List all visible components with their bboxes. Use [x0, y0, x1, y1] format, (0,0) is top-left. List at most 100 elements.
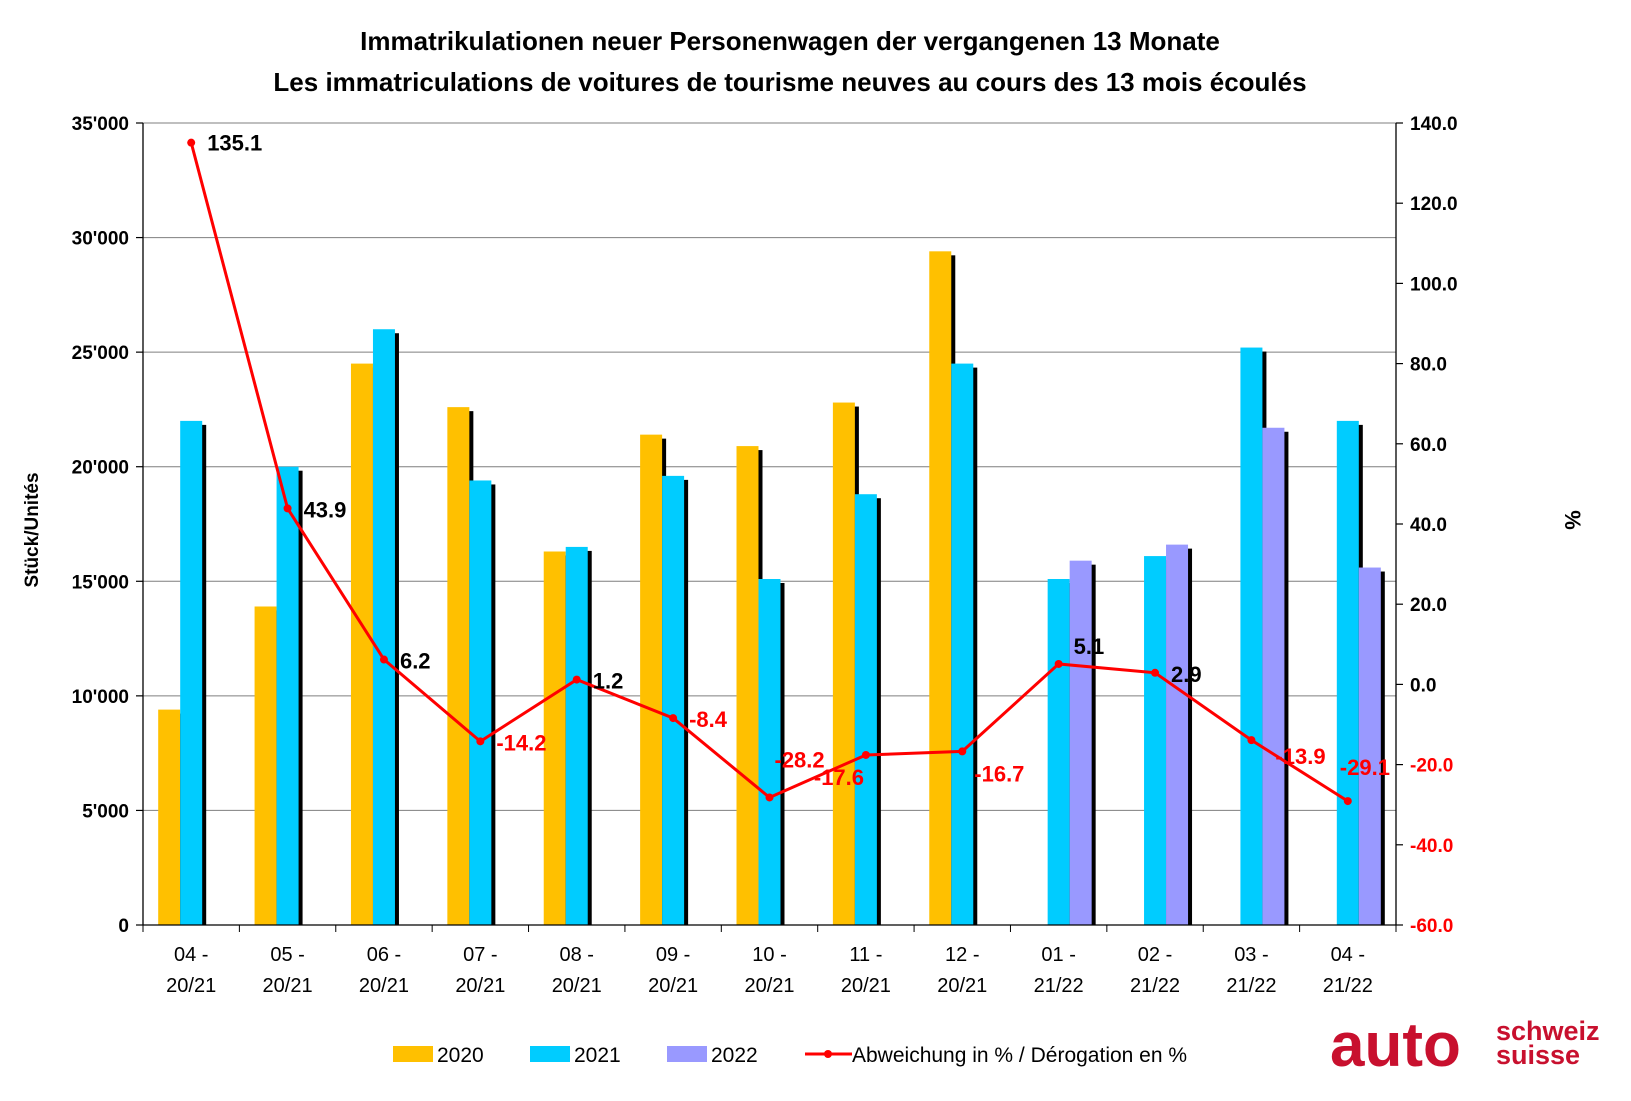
legend-label-2022: 2022 — [711, 1044, 758, 1067]
chart-title: Immatrikulationen neuer Personenwagen de… — [360, 26, 1220, 56]
legend-line-marker — [824, 1050, 832, 1058]
legend-swatch-2021 — [530, 1046, 570, 1062]
logo-auto-text: auto — [1330, 1011, 1461, 1080]
deviation-label: -14.2 — [496, 730, 546, 755]
y-tick-label: 15'000 — [72, 572, 129, 593]
bar-2020 — [158, 709, 181, 925]
x-tick-label: 20/21 — [263, 975, 313, 997]
y2-tick-label: 100.0 — [1410, 274, 1458, 295]
x-tick-label: 10 - — [752, 944, 786, 966]
y2-tick-label: 20.0 — [1410, 595, 1447, 616]
x-tick-label: 11 - — [849, 944, 882, 966]
x-tick-label: 12 - — [945, 944, 979, 966]
bar-2020 — [736, 446, 759, 925]
deviation-line — [187, 138, 1352, 806]
deviation-label: 1.2 — [593, 669, 624, 694]
y-tick-label: 35'000 — [72, 114, 129, 135]
legend-label-2020: 2020 — [437, 1044, 484, 1067]
deviation-point — [379, 655, 388, 664]
y-tick-label: 20'000 — [72, 458, 129, 479]
x-tick-label: 21/22 — [1323, 975, 1373, 997]
x-tick-label: 20/21 — [841, 975, 891, 997]
x-tick-label: 20/21 — [937, 975, 987, 997]
deviation-label: 6.2 — [400, 649, 431, 674]
x-tick-label: 04 - — [174, 944, 208, 966]
y2-tick-label: 40.0 — [1410, 515, 1447, 536]
x-tick-label: 21/22 — [1130, 975, 1180, 997]
bar-2022 — [1069, 560, 1092, 925]
bar-2021 — [276, 466, 299, 925]
logo-schweiz-text: schweiz — [1496, 1016, 1600, 1046]
data-labels: 135.1 43.9 6.2 -14.2 1.2 -8.4 -28.2-17.6 -16.7 5… — [207, 131, 1390, 790]
deviation-point — [283, 504, 292, 513]
y-tick-label: 25'000 — [72, 343, 129, 364]
legend-label-2021: 2021 — [574, 1044, 621, 1067]
deviation-label: -29.1 — [1340, 755, 1390, 780]
deviation-label: 2.9 — [1171, 662, 1202, 687]
y-tick-label: 10'000 — [72, 687, 129, 708]
bar-2020 — [640, 434, 663, 925]
y2-tick-label: -60.0 — [1410, 916, 1453, 937]
y2-tick-label: 60.0 — [1410, 435, 1447, 456]
y-tick-label: 5'000 — [82, 801, 129, 822]
bar-2020 — [350, 363, 373, 926]
bar-2021 — [180, 420, 203, 925]
y-tick-label: 30'000 — [72, 229, 129, 250]
bar-2020 — [447, 407, 470, 925]
x-tick-label: 21/22 — [1226, 975, 1276, 997]
axes — [136, 122, 1403, 932]
bar-2021 — [565, 546, 588, 925]
bar-2022 — [1166, 544, 1189, 925]
y2-tick-label: -40.0 — [1410, 836, 1453, 857]
x-tick-label: 20/21 — [455, 975, 505, 997]
x-tick-label: 07 - — [463, 944, 497, 966]
x-tick-label: 20/21 — [648, 975, 698, 997]
deviation-point — [1343, 797, 1352, 806]
legend: 2020 2021 2022 Abweichung in % / Dérogation… — [393, 1044, 1187, 1067]
x-tick-label: 20/21 — [359, 975, 409, 997]
deviation-point — [572, 675, 581, 684]
chart-subtitle: Les immatriculations de voitures de tour… — [273, 67, 1306, 97]
y2-tick-label: 120.0 — [1410, 194, 1458, 215]
bars — [158, 251, 1385, 926]
deviation-label: -28.2 — [775, 747, 825, 772]
legend-swatch-2022 — [667, 1046, 707, 1062]
bar-2021 — [662, 475, 685, 925]
deviation-point — [187, 138, 196, 147]
x-tick-label: 05 - — [270, 944, 304, 966]
bar-2021 — [854, 494, 877, 925]
bar-2021 — [372, 329, 395, 925]
deviation-label: 135.1 — [207, 131, 262, 156]
tick-labels: 0 5'000 10'000 15'000 20'000 25'000 30'000 35'0… — [72, 114, 1458, 997]
deviation-point — [765, 793, 774, 802]
deviation-point — [1247, 736, 1256, 745]
deviation-point — [1054, 659, 1063, 668]
bar-2021 — [1144, 556, 1167, 925]
bar-2021 — [1240, 347, 1263, 925]
deviation-label: -17.6 — [814, 765, 864, 790]
y2-axis-label: % — [1560, 510, 1585, 530]
x-tick-label: 04 - — [1331, 944, 1365, 966]
deviation-label: -13.9 — [1275, 744, 1325, 769]
y-tick-label: 0 — [118, 916, 129, 937]
x-tick-label: 21/22 — [1034, 975, 1084, 997]
x-tick-label: 01 - — [1041, 944, 1075, 966]
y2-tick-label: -20.0 — [1410, 756, 1453, 777]
x-tick-label: 08 - — [559, 944, 593, 966]
logo-suisse-text: suisse — [1496, 1040, 1580, 1070]
bar-2021 — [758, 578, 781, 925]
bar-2020 — [543, 551, 566, 925]
bar-2020 — [254, 606, 277, 925]
x-tick-label: 20/21 — [552, 975, 602, 997]
x-tick-label: 09 - — [656, 944, 690, 966]
bar-2021 — [1047, 578, 1070, 925]
bar-2021 — [951, 363, 974, 926]
x-tick-label: 20/21 — [744, 975, 794, 997]
bar-2022 — [1358, 567, 1381, 925]
bar-2020 — [832, 402, 855, 925]
deviation-label: 43.9 — [304, 497, 347, 522]
bar-2020 — [929, 251, 952, 925]
bar-2022 — [1262, 427, 1285, 925]
deviation-label: -16.7 — [974, 761, 1024, 786]
